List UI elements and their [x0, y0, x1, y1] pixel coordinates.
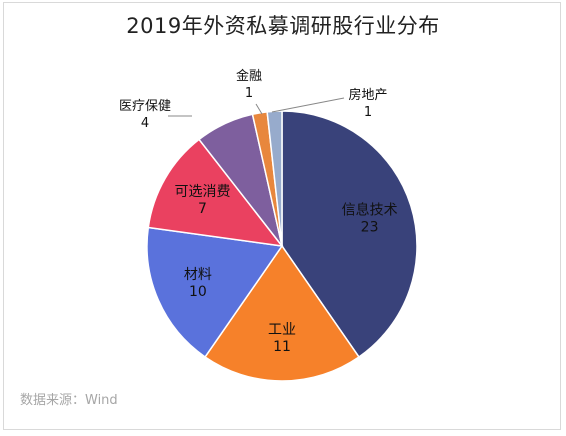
- slice-label-7: 房地产: [348, 87, 387, 103]
- slice-value-2: 11: [273, 339, 291, 355]
- pie-slice-2: [204, 244, 360, 382]
- slice-value-7: 1: [364, 105, 372, 120]
- slice-value-1: 23: [361, 220, 379, 236]
- slice-label-2: 工业: [268, 322, 296, 338]
- pie-slice-3: [146, 226, 284, 358]
- slice-value-5: 4: [141, 116, 149, 131]
- pie-slice-4: [147, 138, 284, 247]
- slice-label-5: 医疗保健: [119, 99, 171, 114]
- leader-line-7: [271, 97, 345, 113]
- slice-label-3: 材料: [184, 267, 212, 283]
- leader-line-6: [255, 103, 263, 115]
- slice-value-6: 1: [245, 86, 253, 101]
- slice-value-3: 10: [189, 284, 207, 300]
- slice-label-4: 可选消费: [175, 184, 231, 200]
- slice-label-6: 金融: [236, 68, 262, 84]
- source-note: 数据来源：Wind: [20, 393, 118, 408]
- slice-label-1: 信息技术: [342, 202, 398, 219]
- chart-title: 2019年外资私募调研股行业分布: [126, 14, 440, 38]
- slice-value-4: 7: [198, 201, 207, 217]
- pie-slice-1: [281, 110, 418, 358]
